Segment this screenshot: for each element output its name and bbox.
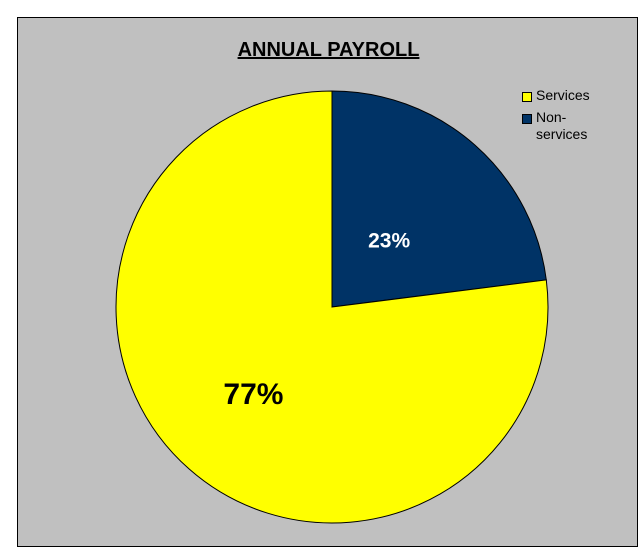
legend: Services Non- services <box>522 87 632 148</box>
pie-slice-non-services <box>331 90 547 308</box>
pie-label-services: 77% <box>223 378 283 411</box>
legend-label-services: Services <box>536 87 590 103</box>
legend-item-non-services: Non- services <box>522 109 632 143</box>
pie-chart: 23% 77% <box>115 90 549 524</box>
legend-item-services: Services <box>522 87 632 104</box>
legend-swatch-services <box>522 92 532 102</box>
legend-swatch-non-services <box>522 114 532 124</box>
pie-slice-services <box>115 90 549 524</box>
legend-label-non-services: Non- services <box>536 109 588 142</box>
chart-area: ANNUAL PAYROLL 23% 77% Services Non- serv… <box>17 17 638 547</box>
pie-label-non-services: 23% <box>368 230 410 253</box>
chart-title: ANNUAL PAYROLL <box>237 39 420 61</box>
